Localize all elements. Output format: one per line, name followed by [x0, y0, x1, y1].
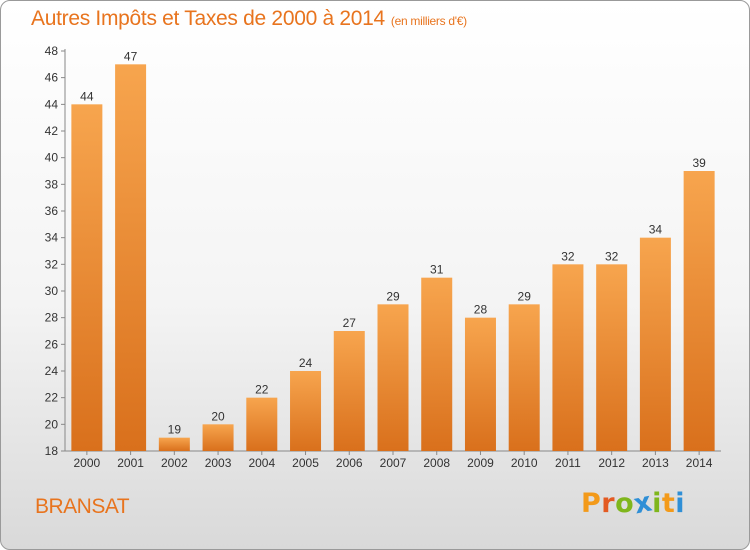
- x-tick-label-2003: 2003: [205, 456, 232, 470]
- bar-2012: [596, 264, 628, 451]
- y-tick-label: 34: [45, 231, 59, 245]
- bar-2007: [377, 304, 409, 451]
- bar-2008: [421, 277, 453, 451]
- data-label-2009: 28: [474, 303, 488, 317]
- bar-2014: [683, 171, 715, 451]
- proxiti-logo[interactable]: Proxiti: [581, 486, 686, 520]
- x-tick-label-2014: 2014: [686, 456, 713, 470]
- data-label-2000: 44: [80, 89, 94, 103]
- y-tick-label: 30: [45, 284, 59, 298]
- x-tick-label-2010: 2010: [511, 456, 538, 470]
- y-tick-label: 40: [45, 151, 59, 165]
- logo-letter: r: [601, 488, 616, 519]
- bar-2001: [115, 64, 147, 452]
- y-tick-label: 48: [45, 44, 59, 58]
- x-axis: 2000 2001 2002 2003 2004 2005 2006 2007 2008 2009…: [65, 450, 721, 470]
- x-tick-label-2009: 2009: [467, 456, 494, 470]
- chart-title: Autres Impôts et Taxes de 2000 à 2014 (en…: [31, 7, 467, 31]
- title-text: Autres Impôts et Taxes de 2000 à 2014: [31, 7, 385, 30]
- data-label-2011: 32: [561, 249, 575, 263]
- data-label-2001: 47: [124, 49, 138, 63]
- y-tick-label: 46: [45, 71, 59, 85]
- bar-2006: [333, 331, 365, 451]
- bar-2005: [290, 371, 322, 451]
- x-tick-label-2000: 2000: [74, 456, 101, 470]
- x-tick-label-2007: 2007: [380, 456, 407, 470]
- bar-2009: [464, 317, 496, 451]
- bar-2004: [246, 397, 278, 451]
- bar-2002: [158, 437, 190, 451]
- data-label-2005: 24: [299, 356, 313, 370]
- x-tick-label-2005: 2005: [292, 456, 319, 470]
- bars: [71, 64, 715, 452]
- logo-letter: o: [615, 488, 635, 519]
- y-axis: 18 20 22 24 26 28 30 32 34 36 38 40 42 44 46 48: [45, 44, 66, 458]
- y-tick-label: 28: [45, 311, 59, 325]
- logo-letter: i: [652, 488, 662, 519]
- y-tick-label: 38: [45, 177, 59, 191]
- y-tick-label: 24: [45, 364, 59, 378]
- y-tick-label: 36: [45, 204, 59, 218]
- y-tick-label: 22: [45, 391, 59, 405]
- logo-letter: t: [661, 488, 676, 519]
- x-tick-label-2008: 2008: [423, 456, 450, 470]
- unit-label: (en milliers d'€): [390, 14, 467, 28]
- x-tick-label-2004: 2004: [248, 456, 275, 470]
- logo-letter: i: [675, 488, 686, 519]
- data-labels: 44 47 19 20 22 24 27 29 31 28 29 32 32 34 39: [80, 49, 706, 436]
- data-label-2008: 31: [430, 263, 444, 277]
- bar-2011: [552, 264, 584, 451]
- x-tick-label-2001: 2001: [117, 456, 144, 470]
- data-label-2014: 39: [692, 156, 706, 170]
- x-tick-label-2002: 2002: [161, 456, 188, 470]
- data-label-2004: 22: [255, 383, 269, 397]
- x-tick-label-2011: 2011: [555, 456, 581, 470]
- location-label: BRANSAT: [35, 495, 130, 518]
- data-label-2003: 20: [211, 409, 225, 423]
- data-label-2002: 19: [168, 423, 182, 437]
- bar-2000: [71, 104, 103, 451]
- data-label-2006: 27: [343, 316, 357, 330]
- bar-2003: [202, 424, 234, 451]
- x-tick-label-2006: 2006: [336, 456, 363, 470]
- data-label-2007: 29: [386, 289, 400, 303]
- y-tick-label: 20: [45, 417, 59, 431]
- data-label-2010: 29: [518, 289, 532, 303]
- y-tick-label: 18: [45, 444, 59, 458]
- x-tick-label-2013: 2013: [642, 456, 669, 470]
- y-tick-label: 42: [45, 124, 59, 138]
- y-tick-label: 44: [45, 97, 59, 111]
- y-tick-label: 26: [45, 337, 59, 351]
- data-label-2013: 34: [649, 223, 663, 237]
- x-tick-label-2012: 2012: [598, 456, 625, 470]
- bar-2010: [508, 304, 540, 451]
- data-label-2012: 32: [605, 249, 619, 263]
- logo-letter: P: [581, 488, 602, 519]
- bar-2013: [639, 237, 671, 451]
- y-tick-label: 32: [45, 257, 59, 271]
